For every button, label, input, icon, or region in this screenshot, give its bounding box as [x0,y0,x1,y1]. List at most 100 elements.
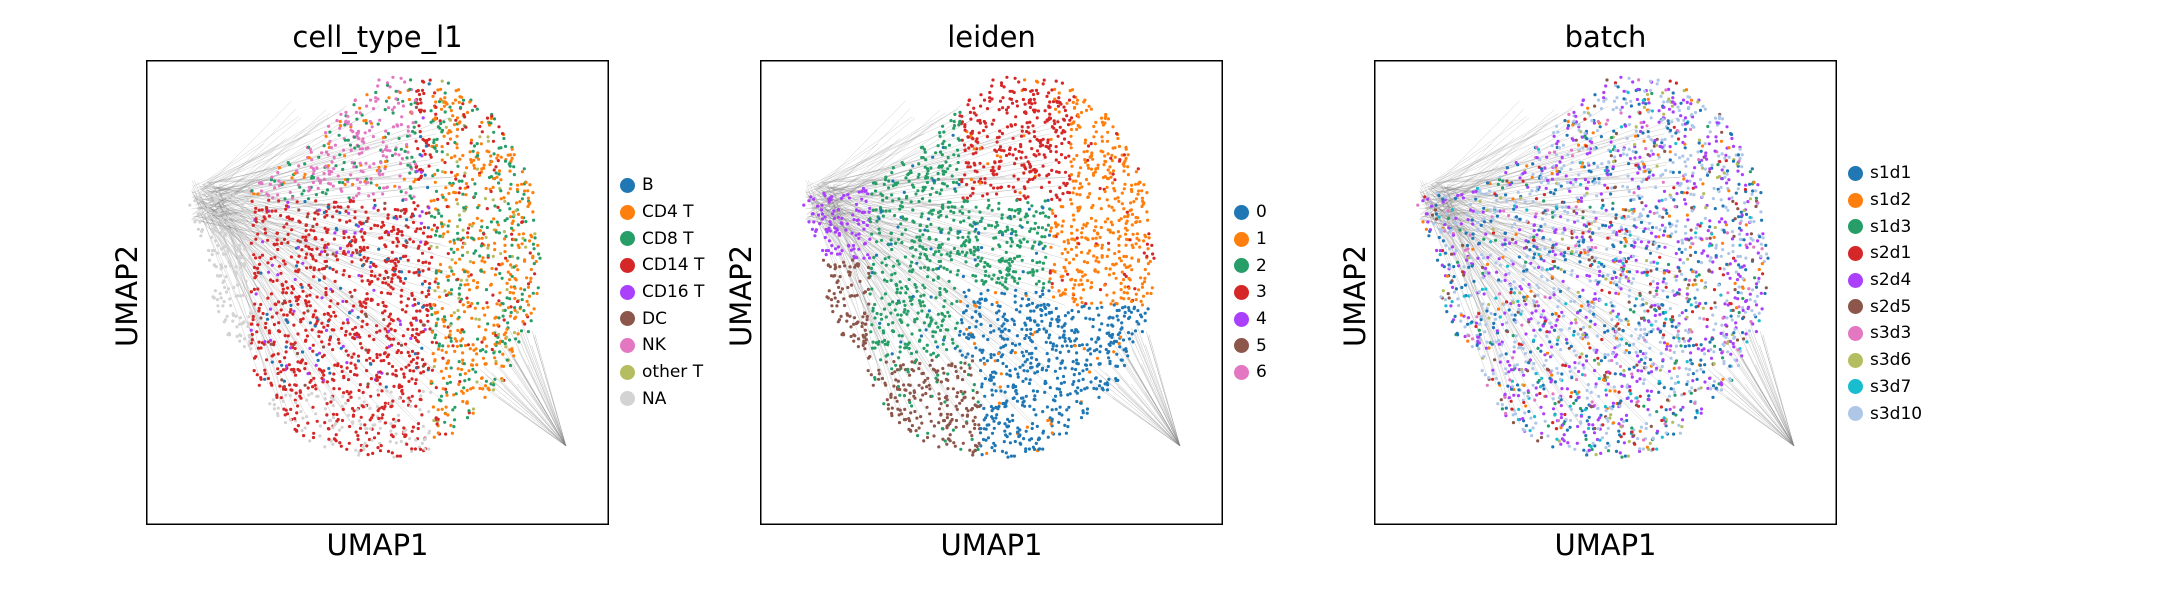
scatter-point [408,437,412,441]
scatter-point [464,125,468,129]
scatter-point [404,191,408,195]
scatter-point [414,105,418,109]
scatter-point [1028,105,1032,109]
scatter-point [960,378,965,382]
scatter-point [512,213,516,217]
scatter-point [433,91,437,95]
scatter-point [490,114,494,118]
scatter-point [1052,126,1056,130]
scatter-point [835,252,840,256]
scatter-point [417,124,421,128]
scatter-point [1076,174,1080,178]
scatter-point [1062,380,1066,384]
scatter-point [967,363,971,367]
scatter-point [988,90,992,95]
scatter-point [1094,167,1098,171]
scatter-point [446,344,450,348]
scatter-point [877,368,881,372]
scatter-point [467,369,471,373]
scatter-point [464,193,468,197]
scatter-point [1100,305,1104,309]
scatter-point [444,405,448,409]
scatter-point [944,328,948,332]
scatter-point [411,328,415,332]
scatter-point [990,431,995,435]
scatter-point [265,358,269,362]
scatter-point [441,195,445,199]
scatter-point [376,409,380,413]
scatter-point [1001,329,1005,333]
scatter-point [962,424,966,429]
scatter-point [1022,171,1026,175]
scatter-point [361,238,365,242]
scatter-point [903,255,907,259]
scatter-point [949,412,953,417]
scatter-point [1145,242,1149,246]
scatter-point [309,378,313,383]
scatter-point [326,242,330,246]
scatter-point [339,205,343,209]
scatter-point [377,169,381,173]
scatter-point [514,238,518,242]
scatter-point [1069,116,1074,120]
scatter-point [925,343,929,347]
scatter-point [986,436,991,440]
scatter-point [247,315,251,319]
scatter-point [471,367,475,371]
scatter-point [398,276,402,280]
scatter-point [503,159,508,163]
scatter-point [1063,288,1068,292]
scatter-point [413,381,418,386]
scatter-point [1013,162,1017,166]
scatter-point [515,187,519,192]
scatter-point [417,92,422,97]
scatter-point [404,365,408,369]
scatter-point [1054,128,1059,132]
scatter-point [325,213,329,217]
scatter-point [416,426,420,431]
scatter-point [881,198,885,202]
scatter-point [942,419,947,423]
scatter-point [1106,168,1110,172]
scatter-point [492,323,496,327]
scatter-point [1017,80,1021,84]
scatter-point [303,299,308,303]
scatter-point [1063,266,1067,270]
scatter-point [1080,185,1084,189]
scatter-point [891,166,895,170]
scatter-point [1070,367,1074,371]
scatter-point [1024,447,1028,451]
scatter-point [296,260,300,264]
scatter-point [329,400,333,404]
scatter-point [1062,240,1066,244]
scatter-point [474,347,478,351]
scatter-point [383,165,387,169]
scatter-point [521,232,525,236]
scatter-point [827,239,831,243]
scatter-point [300,192,304,196]
scatter-point [953,444,957,448]
scatter-point [497,332,501,337]
scatter-point [1128,238,1132,242]
scatter-point [252,192,256,196]
scatter-point [1013,190,1017,194]
scatter-point [351,196,355,200]
scatter-point [508,290,512,295]
scatter-point [918,361,922,366]
scatter-point [1091,237,1095,241]
scatter-point [962,200,966,204]
scatter-point [809,195,813,199]
scatter-point [243,236,247,240]
scatter-point [322,171,326,176]
scatter-point [227,331,231,335]
scatter-point [533,272,537,276]
scatter-point [1025,328,1029,332]
scatter-point [882,402,886,406]
scatter-point [403,149,407,153]
scatter-point [949,251,953,255]
scatter-point [315,319,319,323]
scatter-point [284,318,288,322]
scatter-point [491,176,496,181]
scatter-point [269,257,273,261]
scatter-point [359,422,363,427]
